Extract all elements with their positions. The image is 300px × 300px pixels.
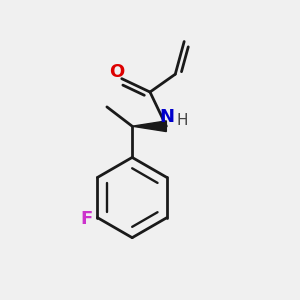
Text: F: F: [80, 210, 92, 228]
Polygon shape: [132, 121, 166, 132]
Text: N: N: [160, 108, 175, 126]
Text: O: O: [109, 63, 124, 81]
Text: H: H: [176, 113, 188, 128]
